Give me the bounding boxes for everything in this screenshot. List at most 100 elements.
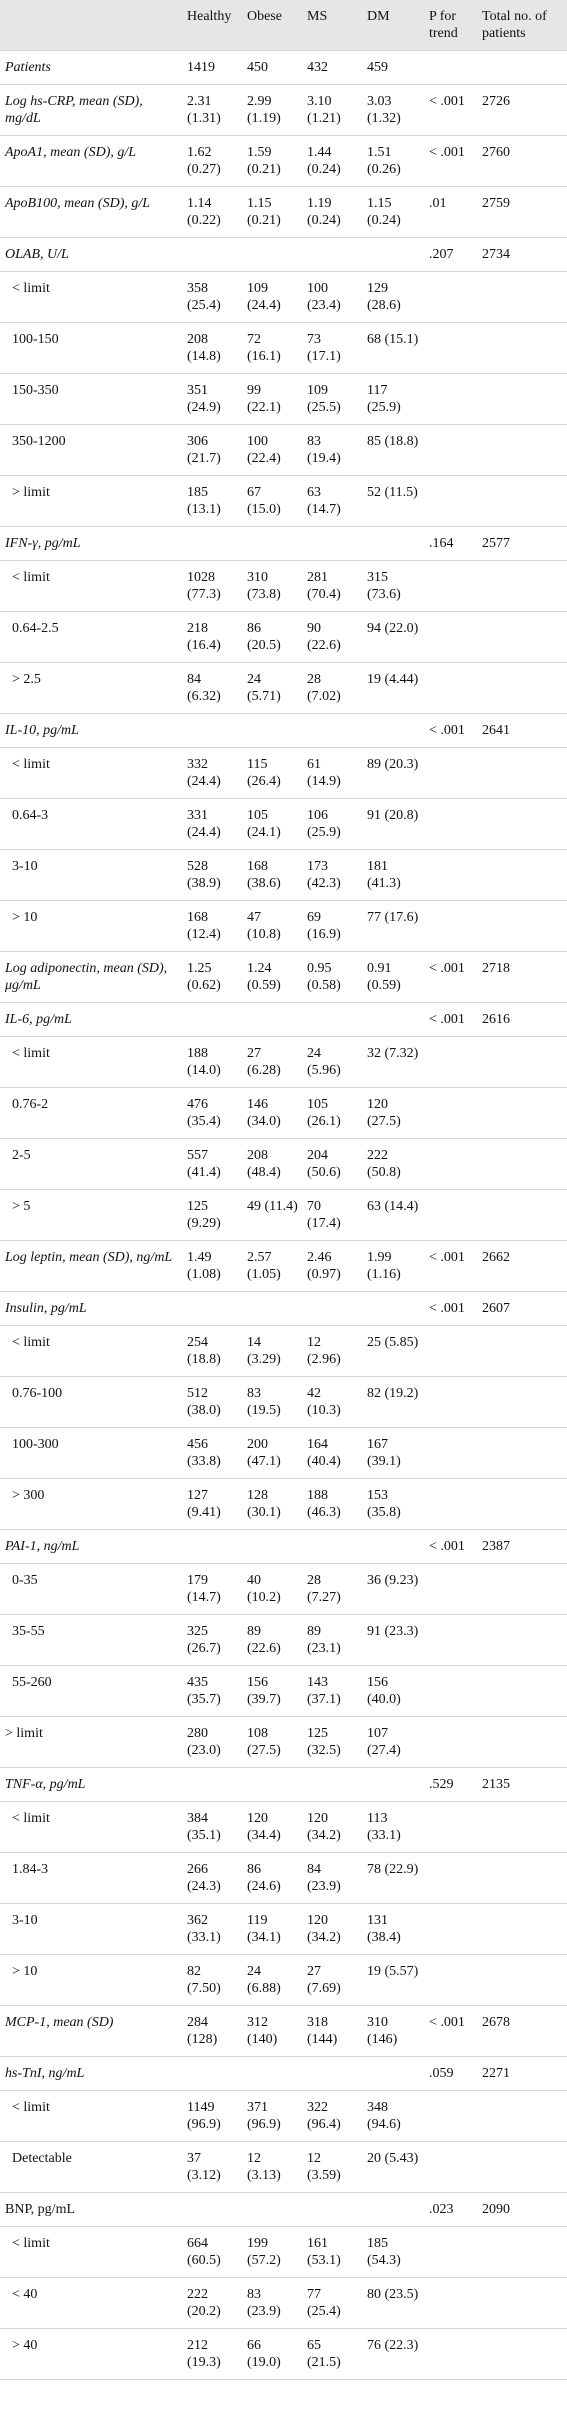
table-row: < limit 254 (18.8) 14 (3.29) 12 (2.96) 25 (5… bbox=[0, 1325, 567, 1377]
cell: 117 (25.9) bbox=[362, 373, 424, 425]
empty-cell bbox=[424, 1563, 477, 1615]
table-row: > 2.5 84 (6.32) 24 (5.71) 28 (7.02) 19 (4.44… bbox=[0, 662, 567, 714]
cell: 200 (47.1) bbox=[242, 1427, 302, 1479]
cell: 12 (3.59) bbox=[302, 2141, 362, 2193]
cell: 179 (14.7) bbox=[182, 1563, 242, 1615]
cell: 450 bbox=[242, 50, 302, 85]
cell: 25 (5.85) bbox=[362, 1325, 424, 1377]
cell: 119 (34.1) bbox=[242, 1903, 302, 1955]
cell: 2641 bbox=[477, 713, 567, 748]
cell: 351 (24.9) bbox=[182, 373, 242, 425]
empty-cell bbox=[424, 2226, 477, 2278]
cell: 24 (5.96) bbox=[302, 1036, 362, 1088]
row-label: Detectable bbox=[0, 2141, 182, 2193]
cell: 90 (22.6) bbox=[302, 611, 362, 663]
cell: 2678 bbox=[477, 2005, 567, 2057]
row-label: MCP-1, mean (SD) bbox=[0, 2005, 182, 2057]
cell: 84 (6.32) bbox=[182, 662, 242, 714]
cell: 222 (50.8) bbox=[362, 1138, 424, 1190]
cell: 358 (25.4) bbox=[182, 271, 242, 323]
empty-cell bbox=[424, 1427, 477, 1479]
header-cell: Obese bbox=[242, 0, 302, 51]
cell: 28 (7.27) bbox=[302, 1563, 362, 1615]
header-cell: DM bbox=[362, 0, 424, 51]
empty-cell bbox=[424, 1801, 477, 1853]
row-label: 0-35 bbox=[0, 1563, 182, 1615]
cell: 2759 bbox=[477, 186, 567, 238]
row-label: 350-1200 bbox=[0, 424, 182, 476]
cell: 83 (19.4) bbox=[302, 424, 362, 476]
empty-cell bbox=[182, 1002, 242, 1037]
table-row: > 300 127 (9.41) 128 (30.1) 188 (46.3) 153 (… bbox=[0, 1478, 567, 1530]
empty-cell bbox=[302, 2192, 362, 2227]
table-row: 0-35 179 (14.7) 40 (10.2) 28 (7.27) 36 (9.23… bbox=[0, 1563, 567, 1615]
empty-cell bbox=[424, 1954, 477, 2006]
table-row: < limit 188 (14.0) 27 (6.28) 24 (5.96) 32 (7… bbox=[0, 1036, 567, 1088]
cell: 306 (21.7) bbox=[182, 424, 242, 476]
cell: 2577 bbox=[477, 526, 567, 561]
cell: 456 (33.8) bbox=[182, 1427, 242, 1479]
cell: 27 (6.28) bbox=[242, 1036, 302, 1088]
cell: 91 (23.3) bbox=[362, 1614, 424, 1666]
row-label: > limit bbox=[0, 475, 182, 527]
cell: 94 (22.0) bbox=[362, 611, 424, 663]
row-label: < limit bbox=[0, 2226, 182, 2278]
empty-cell bbox=[302, 713, 362, 748]
empty-cell bbox=[424, 1852, 477, 1904]
cell: 28 (7.02) bbox=[302, 662, 362, 714]
empty-cell bbox=[362, 2056, 424, 2091]
empty-cell bbox=[424, 2328, 477, 2380]
row-label: 1.84-3 bbox=[0, 1852, 182, 1904]
empty-cell bbox=[362, 526, 424, 561]
cell: 36 (9.23) bbox=[362, 1563, 424, 1615]
cell: 1.14 (0.22) bbox=[182, 186, 242, 238]
empty-cell bbox=[477, 475, 567, 527]
cell: 89 (20.3) bbox=[362, 747, 424, 799]
cell: 332 (24.4) bbox=[182, 747, 242, 799]
cell: 212 (19.3) bbox=[182, 2328, 242, 2380]
cell: 24 (6.88) bbox=[242, 1954, 302, 2006]
cell: 37 (3.12) bbox=[182, 2141, 242, 2193]
table-row: > 40 212 (19.3) 66 (19.0) 65 (21.5) 76 (22.3… bbox=[0, 2328, 567, 2380]
empty-cell bbox=[362, 237, 424, 272]
cell: < .001 bbox=[424, 713, 477, 748]
cell: 2.57 (1.05) bbox=[242, 1240, 302, 1292]
cell: 2.31 (1.31) bbox=[182, 84, 242, 136]
empty-cell bbox=[477, 373, 567, 425]
empty-cell bbox=[477, 1954, 567, 2006]
cell: 129 (28.6) bbox=[362, 271, 424, 323]
empty-cell bbox=[477, 2090, 567, 2142]
cell: 1419 bbox=[182, 50, 242, 85]
table-row: 0.64-2.5 218 (16.4) 86 (20.5) 90 (22.6) 94 (… bbox=[0, 611, 567, 663]
cell: 89 (22.6) bbox=[242, 1614, 302, 1666]
cell: 2760 bbox=[477, 135, 567, 187]
cell: 40 (10.2) bbox=[242, 1563, 302, 1615]
row-label: 3-10 bbox=[0, 849, 182, 901]
cell: .01 bbox=[424, 186, 477, 238]
row-label: < limit bbox=[0, 271, 182, 323]
row-label: IFN-γ, pg/mL bbox=[0, 526, 182, 561]
empty-cell bbox=[182, 1529, 242, 1564]
empty-cell bbox=[424, 1189, 477, 1241]
cell: 83 (23.9) bbox=[242, 2277, 302, 2329]
cell: 82 (19.2) bbox=[362, 1376, 424, 1428]
empty-cell bbox=[302, 1529, 362, 1564]
empty-cell bbox=[182, 2056, 242, 2091]
cell: 208 (14.8) bbox=[182, 322, 242, 374]
cell: 204 (50.6) bbox=[302, 1138, 362, 1190]
cell: 76 (22.3) bbox=[362, 2328, 424, 2380]
cell: 1.59 (0.21) bbox=[242, 135, 302, 187]
cell: 2135 bbox=[477, 1767, 567, 1802]
empty-cell bbox=[424, 50, 477, 85]
cell: 1.62 (0.27) bbox=[182, 135, 242, 187]
cell: 266 (24.3) bbox=[182, 1852, 242, 1904]
cell: 105 (24.1) bbox=[242, 798, 302, 850]
header-cell bbox=[0, 0, 182, 51]
data-table: Healthy Obese MS DM P for trend Total no. of … bbox=[0, 0, 567, 2380]
cell: 218 (16.4) bbox=[182, 611, 242, 663]
row-label: < limit bbox=[0, 1801, 182, 1853]
empty-cell bbox=[182, 237, 242, 272]
cell: 362 (33.1) bbox=[182, 1903, 242, 1955]
cell: 89 (23.1) bbox=[302, 1614, 362, 1666]
empty-cell bbox=[362, 1291, 424, 1326]
